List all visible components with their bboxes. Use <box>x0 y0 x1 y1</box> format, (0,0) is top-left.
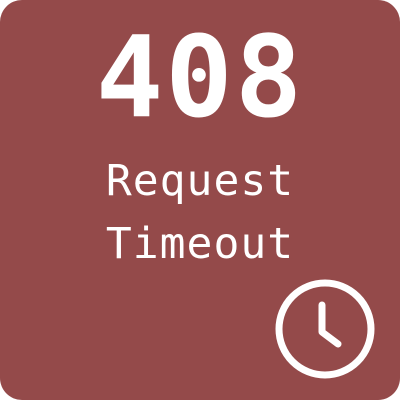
clock-hands <box>318 301 342 348</box>
clock-face <box>275 279 375 379</box>
clock-icon <box>275 279 375 379</box>
status-code: 408 <box>95 13 305 143</box>
status-message-line-2: Timeout <box>105 219 295 269</box>
status-message-line-1: Request <box>105 156 295 206</box>
